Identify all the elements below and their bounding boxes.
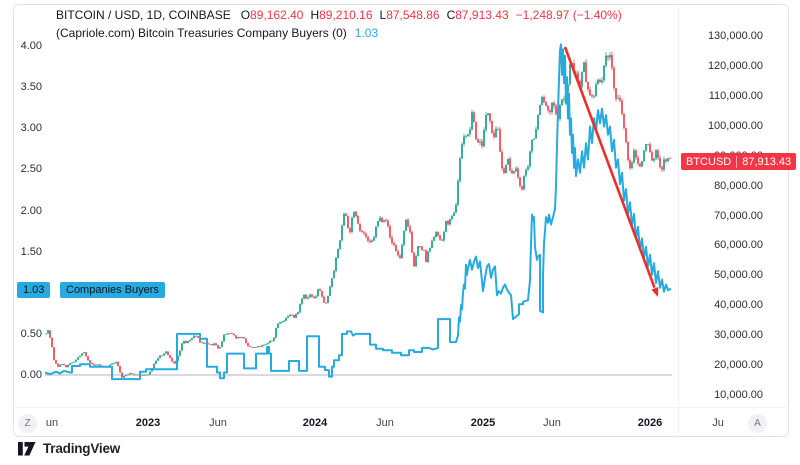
tradingview-wordmark[interactable]: TradingView (43, 441, 121, 456)
candlestick-series (45, 51, 671, 379)
time-axis-tick: Jun (209, 417, 227, 429)
indicator-legend-row[interactable]: (Capriole.com) Bitcoin Treasuries Compan… (56, 24, 622, 42)
widget-frame (13, 4, 789, 437)
auto-scale-button[interactable]: A (748, 414, 767, 433)
price-axis-separator (678, 6, 679, 434)
indicator-axis-tick: 1.50 (20, 245, 42, 258)
time-axis-separator (15, 407, 786, 408)
footer: TradingView (18, 441, 120, 456)
time-axis-tick: un (45, 417, 59, 429)
indicator-axis-tick: 3.50 (20, 81, 42, 94)
indicator-axis-tick: 0.50 (20, 327, 42, 340)
indicator-axis-tick: 2.50 (20, 163, 42, 176)
timezone-button[interactable]: Z (18, 414, 37, 433)
time-axis-tick: Ju (712, 417, 724, 429)
price-axis-tick: 10,000.00 (714, 389, 763, 401)
time-axis-tick: 2023 (135, 417, 161, 429)
price-axis-tick: 20,000.00 (714, 359, 763, 372)
change-value: −1,248.97 (−1.40%) (515, 8, 622, 22)
price-axis-tick: 110,000.00 (708, 89, 763, 102)
price-axis-tick: 80,000.00 (714, 179, 763, 192)
ohlc-high: H89,210.16 (310, 8, 373, 22)
ohlc-open: O89,162.40 (240, 8, 304, 22)
time-axis-tick: 2025 (470, 417, 496, 429)
price-axis-tick: 60,000.00 (714, 239, 763, 252)
price-axis-tick: 120,000.00 (707, 59, 763, 72)
symbol-legend-row[interactable]: BITCOIN / USD, 1D, COINBASE O89,162.40 H… (56, 6, 622, 24)
indicator-value-flag: 1.03 (17, 282, 51, 299)
price-label-symbol: BTCUSD (686, 155, 738, 168)
time-axis-tick: 2026 (637, 417, 663, 429)
legend: BITCOIN / USD, 1D, COINBASE O89,162.40 H… (56, 6, 622, 42)
price-axis-tick: 40,000.00 (714, 299, 763, 312)
tradingview-logo-icon (18, 441, 36, 455)
last-price-label: BTCUSD 87,913.43 (681, 153, 797, 171)
indicator-axis-tick: 0.00 (20, 369, 42, 381)
tradingview-logo[interactable] (18, 441, 36, 456)
companies-buyers-line[interactable] (44, 43, 672, 381)
price-axis-tick: 50,000.00 (714, 269, 763, 282)
price-axis-tick: 30,000.00 (714, 329, 763, 342)
indicator-title: (Capriole.com) Bitcoin Treasuries Compan… (56, 26, 347, 40)
time-axis-tick: Jun (376, 417, 394, 429)
price-axis-tick: 130,000.00 (707, 30, 763, 42)
indicator-axis-tick: 2.00 (20, 204, 42, 217)
price-axis-tick: 100,000.00 (707, 119, 763, 132)
time-axis-tick: Jun (543, 417, 561, 429)
indicator-name-flag: Companies Buyers (60, 282, 165, 299)
ohlc-low: L87,548.86 (379, 8, 440, 22)
trend-arrow-drawing[interactable] (563, 46, 659, 297)
price-label-value: 87,913.43 (742, 155, 792, 168)
ohlc-close: C87,913.43 (446, 8, 509, 22)
indicator-value: 1.03 (354, 26, 379, 40)
indicator-axis-tick: 4.00 (20, 40, 42, 52)
indicator-axis-tick: 3.00 (20, 122, 42, 135)
price-axis-tick: 70,000.00 (714, 209, 763, 222)
time-axis-tick: 2024 (302, 417, 328, 429)
symbol-title: BITCOIN / USD, 1D, COINBASE (56, 8, 231, 22)
